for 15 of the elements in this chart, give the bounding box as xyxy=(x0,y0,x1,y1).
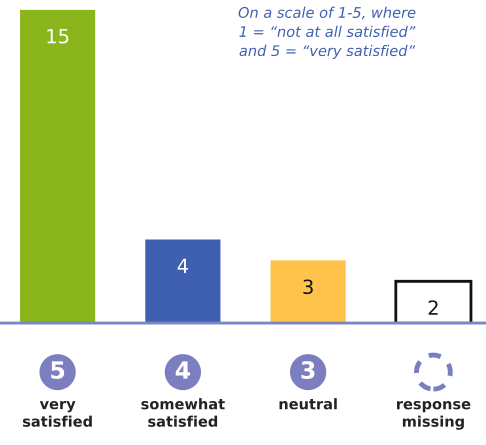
text: 5 xyxy=(51,361,64,379)
x-tick-label: response missing xyxy=(397,401,470,430)
bar xyxy=(145,240,220,324)
data-label: 4 xyxy=(178,258,188,273)
text: 4 xyxy=(176,361,190,379)
x-tick-label: neutral xyxy=(280,398,337,410)
bar xyxy=(270,260,346,324)
x-tick-label: somewhat satisfied xyxy=(141,398,225,427)
data-label: 3 xyxy=(303,279,313,294)
data-label: 2 xyxy=(428,300,438,315)
data-label: 15 xyxy=(47,29,68,44)
annotation: On a scale of 1-5, where 1 = “not at all satisfied” and 5 = “very satisfied” xyxy=(238,6,416,59)
bar xyxy=(20,10,96,324)
text: 3 xyxy=(302,361,314,379)
x-tick-label: very satisfied xyxy=(22,400,92,427)
